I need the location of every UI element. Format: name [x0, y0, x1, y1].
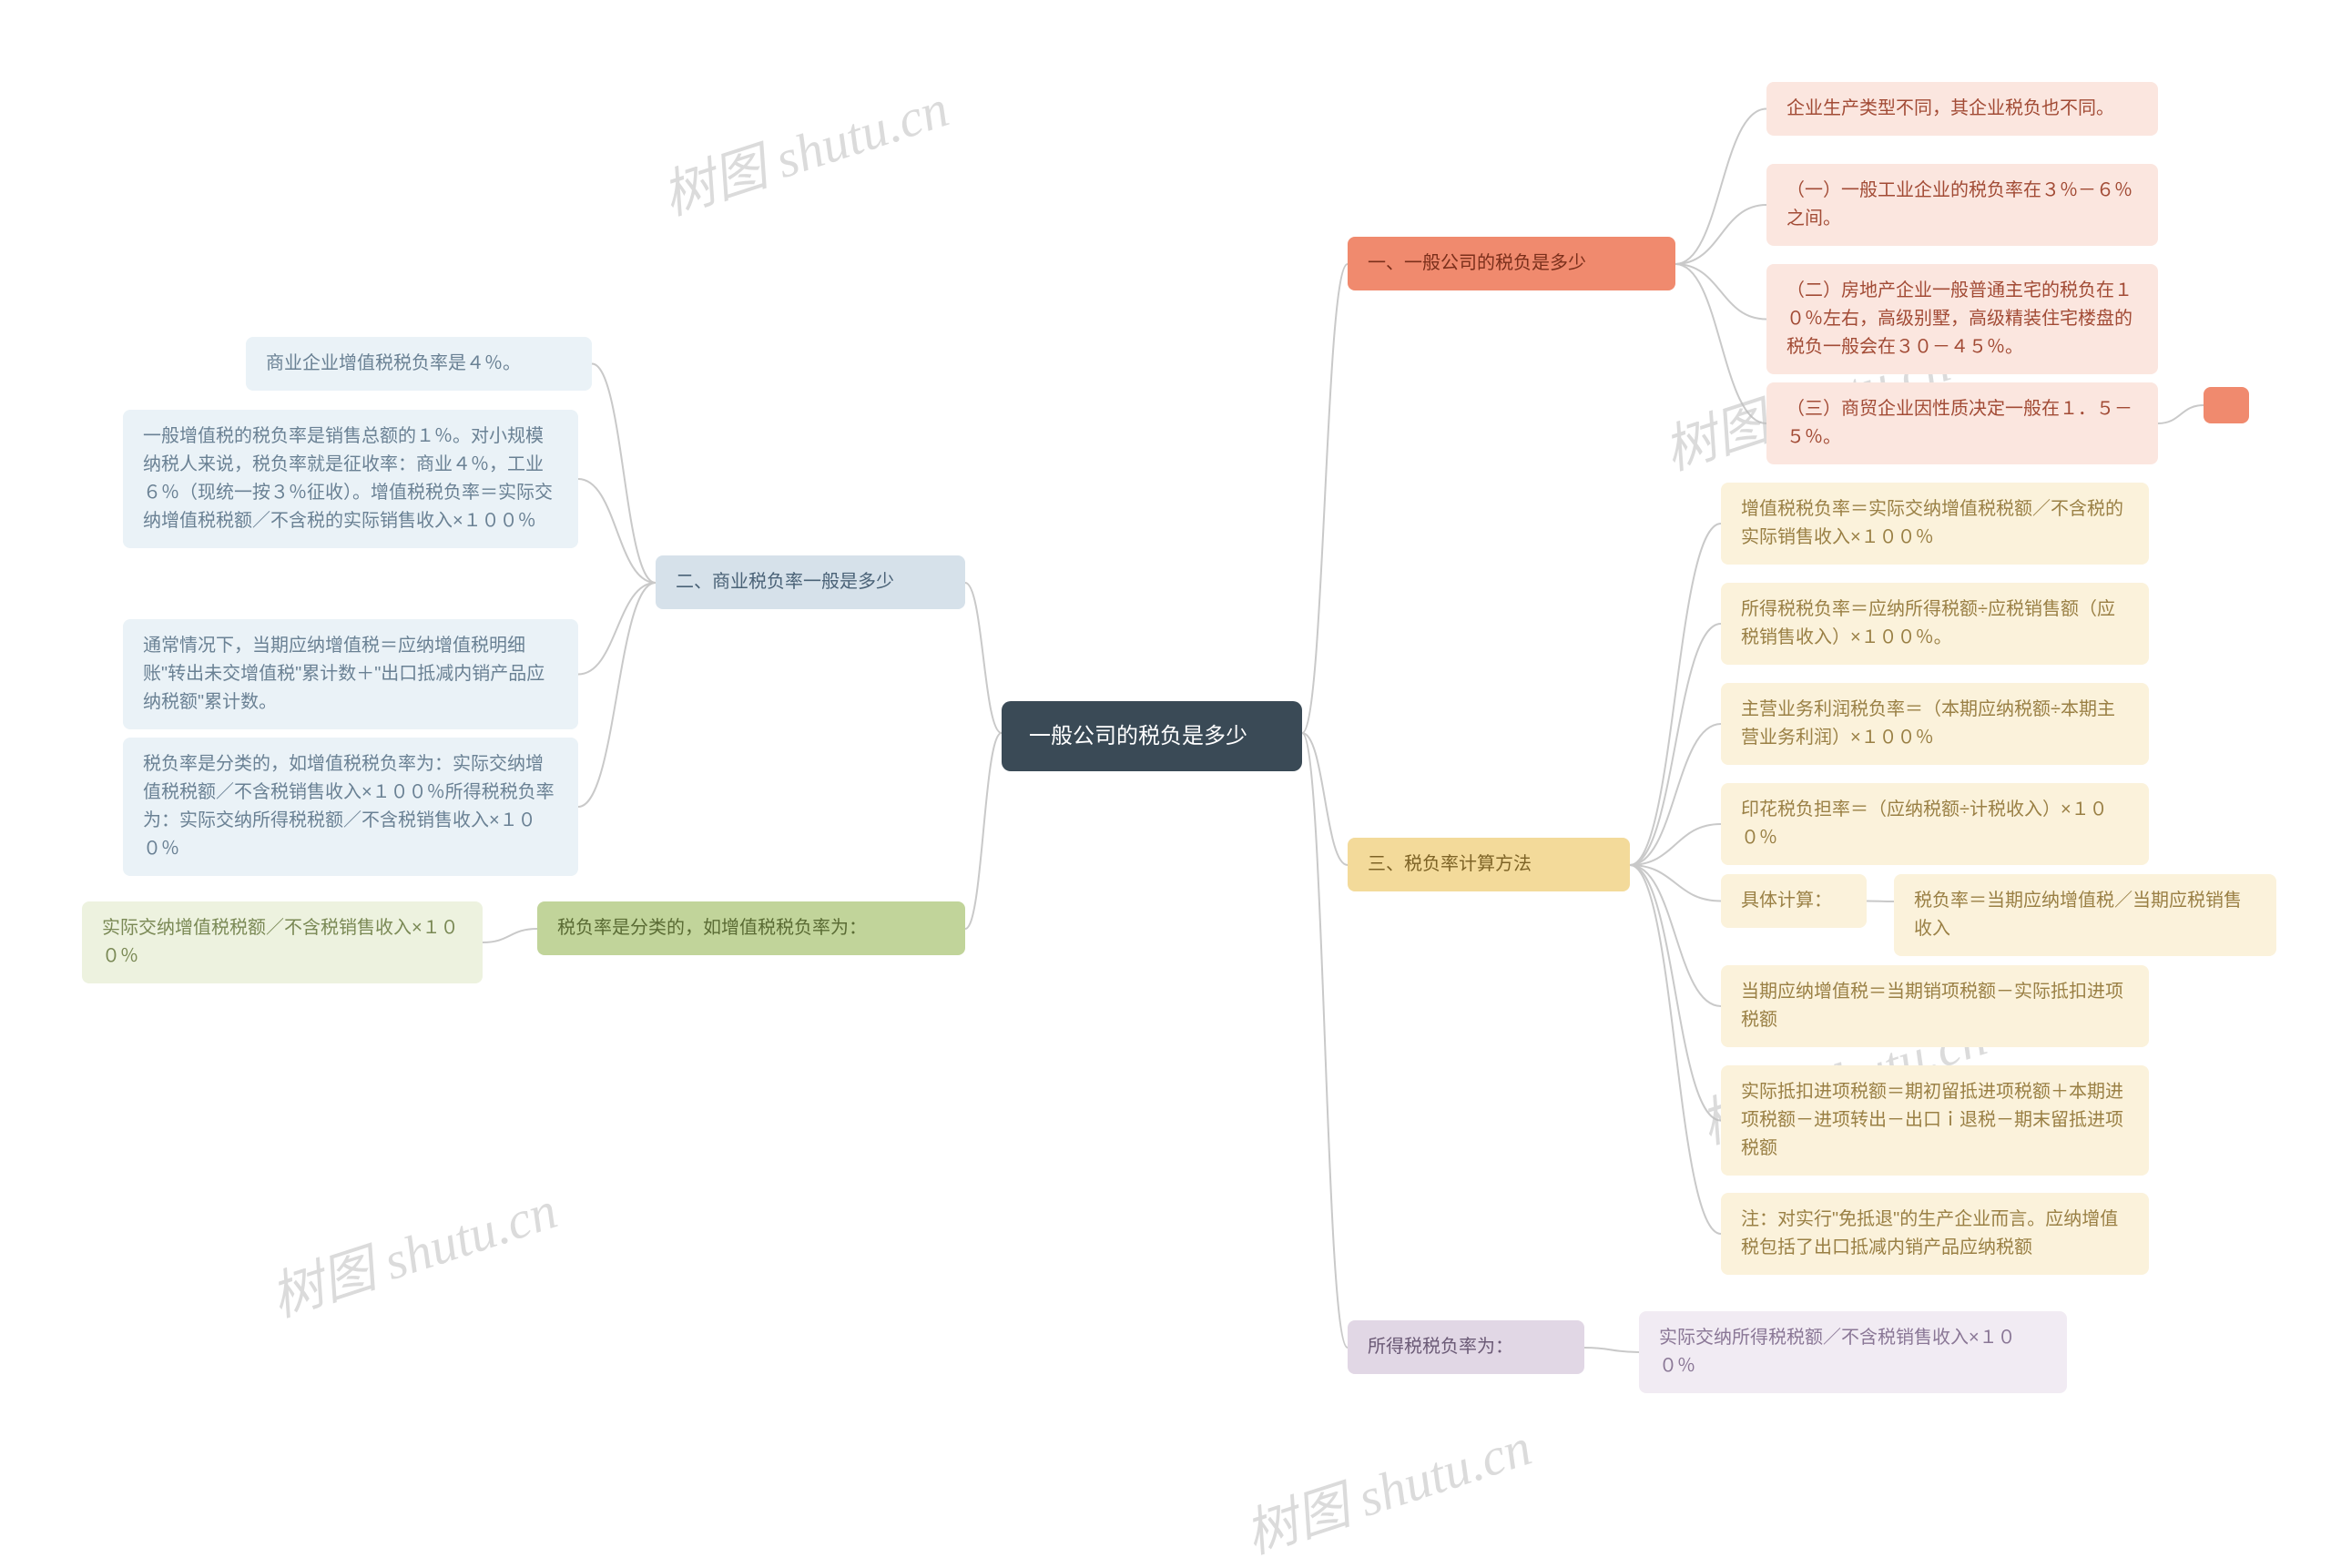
leaf-node: 实际交纳所得税税额／不含税销售收入×１００％	[1639, 1311, 2067, 1393]
branch-node: 所得税税负率为：	[1348, 1320, 1584, 1374]
leaf-node: 一般增值税的税负率是销售总额的１％。对小规模纳税人来说，税负率就是征收率：商业４…	[123, 410, 578, 548]
watermark: 树图 shutu.cn	[260, 1167, 565, 1331]
leaf-node: 税负率是分类的，如增值税税负率为：实际交纳增值税税额／不含税销售收入×１００％所…	[123, 738, 578, 876]
leaf-node: 商业企业增值税税负率是４％。	[246, 337, 592, 391]
central-node: 一般公司的税负是多少	[1002, 701, 1302, 771]
leaf-node: 主营业务利润税负率＝（本期应纳税额÷本期主营业务利润）×１００％	[1721, 683, 2149, 765]
leaf-node: （三）商贸企业因性质决定一般在１．５－５％。	[1766, 382, 2158, 464]
branch-node: 一、一般公司的税负是多少	[1348, 237, 1675, 290]
leaf-node: 当期应纳增值税＝当期销项税额－实际抵扣进项税额	[1721, 965, 2149, 1047]
branch-node: 税负率是分类的，如增值税税负率为：	[537, 901, 965, 955]
branch-node: 三、税负率计算方法	[1348, 838, 1630, 891]
leaf-sub-node: 税负率＝当期应纳增值税／当期应税销售收入	[1894, 874, 2276, 956]
watermark: 树图 shutu.cn	[651, 66, 956, 229]
leaf-node: 印花税负担率＝（应纳税额÷计税收入）×１００％	[1721, 783, 2149, 865]
leaf-node: 注：对实行"免抵退"的生产企业而言。应纳增值税包括了出口抵减内销产品应纳税额	[1721, 1193, 2149, 1275]
leaf-node: 实际抵扣进项税额＝期初留抵进项税额＋本期进项税额－进项转出－出口ｉ退税－期末留抵…	[1721, 1065, 2149, 1176]
branch-node: 二、商业税负率一般是多少	[656, 555, 965, 609]
leaf-node: 增值税税负率＝实际交纳增值税税额／不含税的实际销售收入×１００％	[1721, 483, 2149, 565]
leaf-node: （二）房地产企业一般普通主宅的税负在１０％左右，高级别墅，高级精装住宅楼盘的税负…	[1766, 264, 2158, 374]
watermark: 树图 shutu.cn	[1234, 1404, 1539, 1568]
leaf-node: 实际交纳增值税税额／不含税销售收入×１００％	[82, 901, 483, 983]
extra-marker	[2204, 387, 2249, 423]
leaf-node: 所得税税负率＝应纳所得税额÷应税销售额（应税销售收入）×１００％。	[1721, 583, 2149, 665]
leaf-node: 具体计算：	[1721, 874, 1867, 928]
leaf-node: （一）一般工业企业的税负率在３％－６％之间。	[1766, 164, 2158, 246]
leaf-node: 通常情况下，当期应纳增值税＝应纳增值税明细账"转出未交增值税"累计数＋"出口抵减…	[123, 619, 578, 729]
leaf-node: 企业生产类型不同，其企业税负也不同。	[1766, 82, 2158, 136]
